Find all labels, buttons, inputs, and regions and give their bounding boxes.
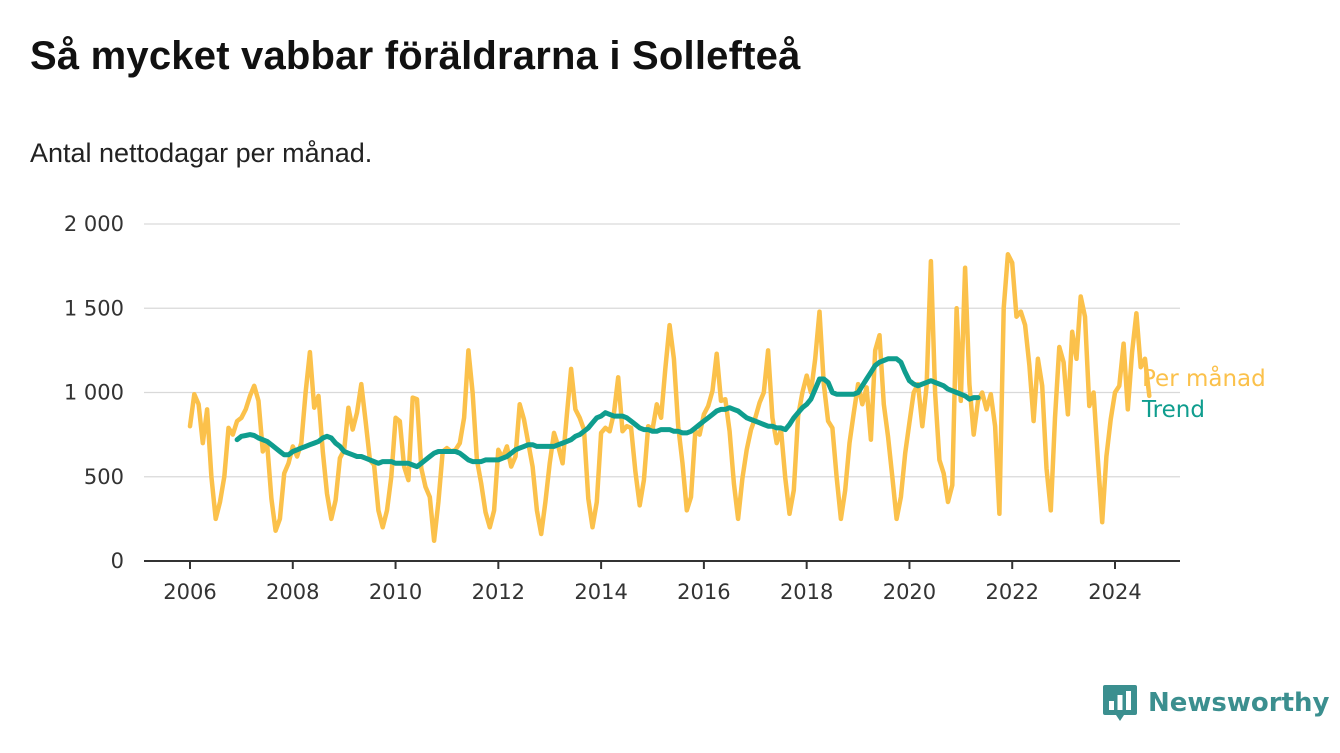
bar-chart-speech-bubble-icon xyxy=(1103,685,1137,721)
x-tick-label: 2022 xyxy=(985,580,1038,604)
x-tick-label: 2016 xyxy=(677,580,730,604)
x-tick-label: 2012 xyxy=(472,580,525,604)
axis-ticks: 0 500 1 000 1 500 2 000 2006 2008 2010 2012 2014 2… xyxy=(64,212,1180,604)
y-tick-label: 2 000 xyxy=(64,212,124,236)
series-lines xyxy=(187,252,1152,544)
y-tick-label: 1 000 xyxy=(64,381,124,405)
x-tick-label: 2024 xyxy=(1088,580,1141,604)
brand-name: Newsworthy xyxy=(1148,688,1330,718)
x-tick-label: 2008 xyxy=(266,580,319,604)
x-tick-label: 2020 xyxy=(883,580,936,604)
x-tick-label: 2018 xyxy=(780,580,833,604)
y-tick-label: 1 500 xyxy=(64,296,124,320)
series-label-monthly: Per månad xyxy=(1142,364,1266,392)
y-tick-label: 500 xyxy=(84,465,124,489)
series-label-trend: Trend xyxy=(1141,397,1205,423)
series-labels: Per månad Trend xyxy=(1141,364,1266,423)
x-tick-label: 2014 xyxy=(574,580,627,604)
x-tick-label: 2006 xyxy=(163,580,216,604)
grid-lines xyxy=(144,223,1180,478)
brand-logo: Newsworthy xyxy=(1102,683,1329,723)
y-tick-label: 0 xyxy=(111,549,124,573)
page-subtitle: Antal nettodagar per månad. xyxy=(30,138,373,168)
page-title: Så mycket vabbar föräldrarna i Sollefteå xyxy=(30,34,801,78)
series-line-trend xyxy=(234,356,981,470)
series-line-monthly xyxy=(187,252,1152,544)
x-tick-label: 2010 xyxy=(369,580,422,604)
